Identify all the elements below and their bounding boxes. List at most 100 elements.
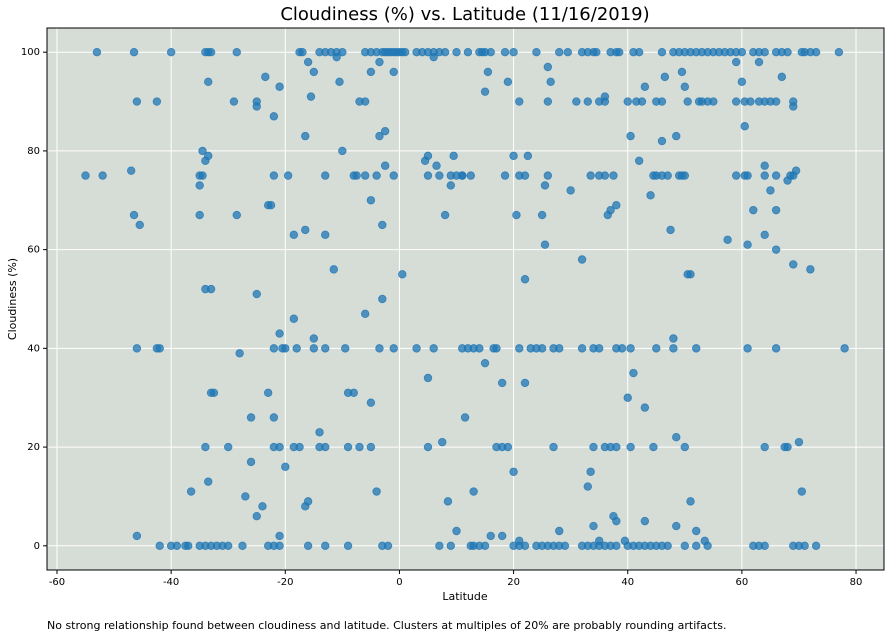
point xyxy=(289,230,299,240)
point xyxy=(152,97,162,106)
point xyxy=(486,531,495,541)
point xyxy=(380,126,390,136)
point xyxy=(204,151,213,161)
point xyxy=(686,270,695,279)
point xyxy=(252,511,261,521)
point xyxy=(398,270,407,279)
point xyxy=(483,67,493,77)
point xyxy=(586,467,595,476)
point xyxy=(446,181,456,190)
point xyxy=(275,442,284,452)
point xyxy=(672,131,681,141)
point xyxy=(303,57,313,67)
point xyxy=(731,57,741,67)
y-tick-label: 60 xyxy=(27,245,40,256)
point xyxy=(258,502,267,511)
point xyxy=(800,541,809,551)
y-tick-label: 0 xyxy=(34,541,40,552)
point xyxy=(743,240,752,249)
point xyxy=(731,171,741,180)
point xyxy=(760,230,769,240)
point xyxy=(275,531,284,541)
point xyxy=(840,344,849,353)
point xyxy=(555,344,564,353)
point xyxy=(309,334,319,343)
x-tick-label: -60 xyxy=(49,577,65,588)
point xyxy=(129,47,139,57)
point xyxy=(686,497,695,506)
point xyxy=(298,47,307,57)
point xyxy=(449,151,458,161)
point xyxy=(629,368,638,378)
point xyxy=(623,97,632,106)
point xyxy=(389,67,398,77)
point xyxy=(389,171,398,180)
point xyxy=(737,47,747,57)
point xyxy=(480,87,490,96)
point xyxy=(338,146,347,156)
x-tick-label: 40 xyxy=(621,577,634,588)
point xyxy=(606,205,615,215)
point xyxy=(349,388,358,397)
point xyxy=(834,47,844,57)
point xyxy=(132,344,142,353)
point xyxy=(600,171,610,180)
point xyxy=(232,47,241,57)
point xyxy=(198,146,207,156)
point xyxy=(657,136,667,146)
point xyxy=(683,97,692,106)
point xyxy=(637,97,647,106)
y-tick-label: 80 xyxy=(27,146,40,157)
y-tick-label: 20 xyxy=(27,442,40,453)
point xyxy=(375,344,384,353)
point xyxy=(366,196,376,205)
point xyxy=(612,541,621,551)
point xyxy=(301,131,310,141)
point xyxy=(329,265,339,274)
point xyxy=(806,265,815,274)
point xyxy=(281,462,290,472)
point xyxy=(746,97,755,106)
point xyxy=(609,171,618,180)
point xyxy=(155,344,164,353)
point xyxy=(500,171,510,180)
point xyxy=(126,166,136,175)
point xyxy=(423,151,433,161)
point xyxy=(540,181,550,190)
point xyxy=(760,47,769,57)
point xyxy=(577,344,587,353)
point xyxy=(335,77,344,87)
plot-frame xyxy=(46,27,885,571)
axes: -60 -40 -20 0 20 40 60 80 0 20 40 60 80 100 xyxy=(21,27,885,588)
point xyxy=(771,205,781,215)
point xyxy=(301,225,310,235)
point xyxy=(275,541,284,551)
point xyxy=(515,344,524,353)
point xyxy=(811,47,821,57)
point xyxy=(791,166,801,175)
point xyxy=(566,186,575,195)
point xyxy=(366,442,376,452)
point xyxy=(520,378,530,388)
plot-area xyxy=(47,28,884,570)
point xyxy=(754,57,764,67)
point xyxy=(786,171,795,180)
point xyxy=(155,541,164,551)
y-tick-label: 40 xyxy=(27,343,40,354)
point xyxy=(289,314,299,323)
point xyxy=(592,47,601,57)
point xyxy=(366,67,376,77)
point xyxy=(749,205,758,215)
point xyxy=(549,442,558,452)
point xyxy=(206,284,216,294)
point xyxy=(692,541,701,551)
point xyxy=(760,161,769,170)
point xyxy=(660,72,670,82)
point xyxy=(663,171,672,180)
point xyxy=(640,516,650,526)
point xyxy=(503,442,513,452)
point xyxy=(375,57,384,67)
point xyxy=(652,344,661,353)
x-tick-label: 20 xyxy=(507,577,520,588)
